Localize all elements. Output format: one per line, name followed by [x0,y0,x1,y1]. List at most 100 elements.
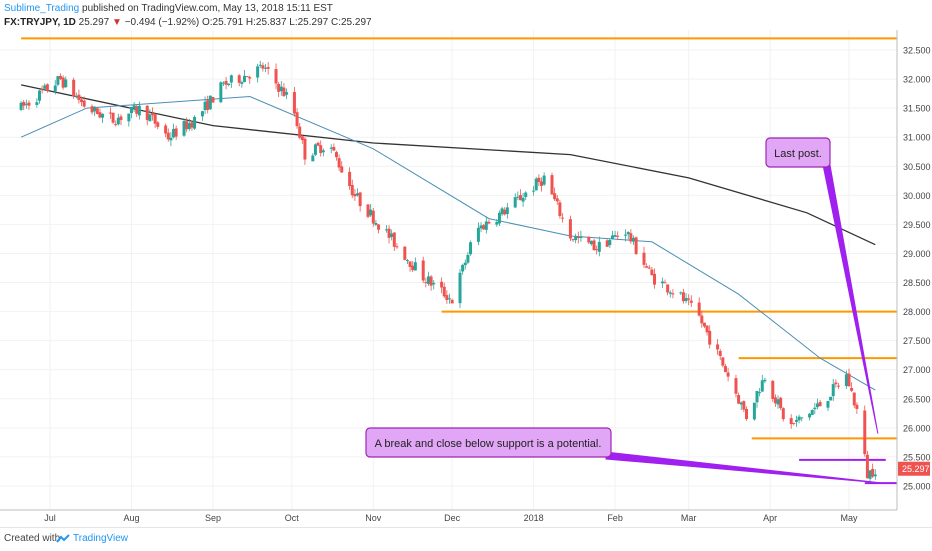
candle-up [74,92,78,99]
candle-body [792,422,796,424]
candle-body [74,96,78,98]
candle-body [153,114,157,124]
candle-up [808,412,812,421]
candle-body [613,235,617,237]
candle-up [524,191,528,201]
candle-body [242,75,246,82]
time-tick-label: Dec [444,513,461,523]
candle-body [387,228,391,238]
price-tick-label: 29.000 [903,249,931,259]
price-tick-label: 26.500 [903,394,931,404]
candle-up [626,231,630,240]
candle-down [237,74,241,87]
candle-body [521,197,525,202]
candle-body [227,83,231,86]
candle-body [679,292,683,294]
candle-body [35,102,39,105]
candle-down [723,363,727,373]
candle-down [503,207,507,216]
candle-body [321,150,325,153]
candle-body [873,474,877,477]
candle-down [576,231,580,244]
symbol-label[interactable]: FX:TRYJPY, 1D [4,17,76,28]
candle-body [19,102,23,110]
candle-body [744,408,748,420]
candle-body [497,212,501,224]
candle-down [792,422,796,426]
candle-down [671,289,675,299]
price-tick-label: 32.000 [903,75,931,85]
candle-body [794,419,798,422]
candle-down [663,279,667,284]
candle-body [151,113,155,116]
candle-down [650,266,654,276]
price-axis[interactable]: 32.500 32.000 31.500 31.000 30.500 30.000 29.5… [903,46,931,492]
candle-down [421,256,425,283]
price-tick-label: 25.000 [903,482,931,492]
candle-body [716,344,720,350]
candle-down [156,120,160,130]
candle-down [340,161,344,173]
tradingview-brand-link[interactable]: TradingView [73,533,129,544]
candle-body [810,410,814,415]
candle-body [219,82,223,103]
candle-body [56,76,60,85]
time-axis[interactable]: Jul Aug Sep Oct Nov Dec 2018 Feb Mar Apr May [44,513,858,523]
candle-up [810,409,814,416]
candle-body [760,380,764,392]
candle-down [642,246,646,269]
candle-up [172,123,176,139]
candle-body [608,240,612,246]
candle-body [72,79,76,97]
candle-down [555,195,559,205]
candle-down [98,108,102,119]
candle-body [424,282,428,284]
price-tick-label: 30.500 [903,162,931,172]
candle-body [80,99,84,103]
candle-body [229,75,233,83]
candle-body [773,397,777,404]
candle-down [871,463,875,479]
callout-text: A break and close below support is a pot… [375,438,602,450]
candle-body [187,123,191,130]
candle-body [193,116,197,129]
candle-down [190,120,194,131]
candle-body [871,468,875,477]
price-tick-label: 27.500 [903,336,931,346]
candle-body [292,92,296,114]
symbol-info: FX:TRYJPY, 1D 25.297 ▼ −0.494 (−1.92%) O… [4,17,372,28]
candle-body [758,392,762,394]
candle-up [815,398,819,410]
candle-down [77,89,81,104]
candle-down [487,219,491,225]
candle-body [137,105,141,116]
publish-info: Sublime_Trading published on TradingView… [4,3,333,14]
author-link[interactable]: Sublime_Trading [4,3,80,14]
price-tick-label: 31.000 [903,133,931,143]
candle-body [771,380,775,399]
candle-body [64,79,68,88]
candle-body [865,454,869,479]
candle-body [45,84,49,91]
candle-up [505,203,509,219]
candle-down [206,95,210,114]
candle-body [789,418,793,425]
candle-body [597,241,601,252]
time-tick-label: Jul [44,513,56,523]
candle-up [405,258,409,265]
candle-up [516,191,520,201]
candle-down [348,167,352,190]
candle-down [395,243,399,249]
candle-up [93,106,97,117]
candle-down [666,284,670,296]
candle-up [873,469,877,480]
callout-text: Last post. [774,148,822,160]
price-chart[interactable]: Last post. A break and close below suppor… [0,0,932,527]
candle-body [616,235,620,237]
candle-body [24,103,28,105]
candle-body [185,121,189,130]
time-tick-label: Mar [681,513,697,523]
candle-up [497,210,501,227]
annotations: Last post. A break and close below suppor… [365,137,884,484]
candle-body [169,137,173,141]
